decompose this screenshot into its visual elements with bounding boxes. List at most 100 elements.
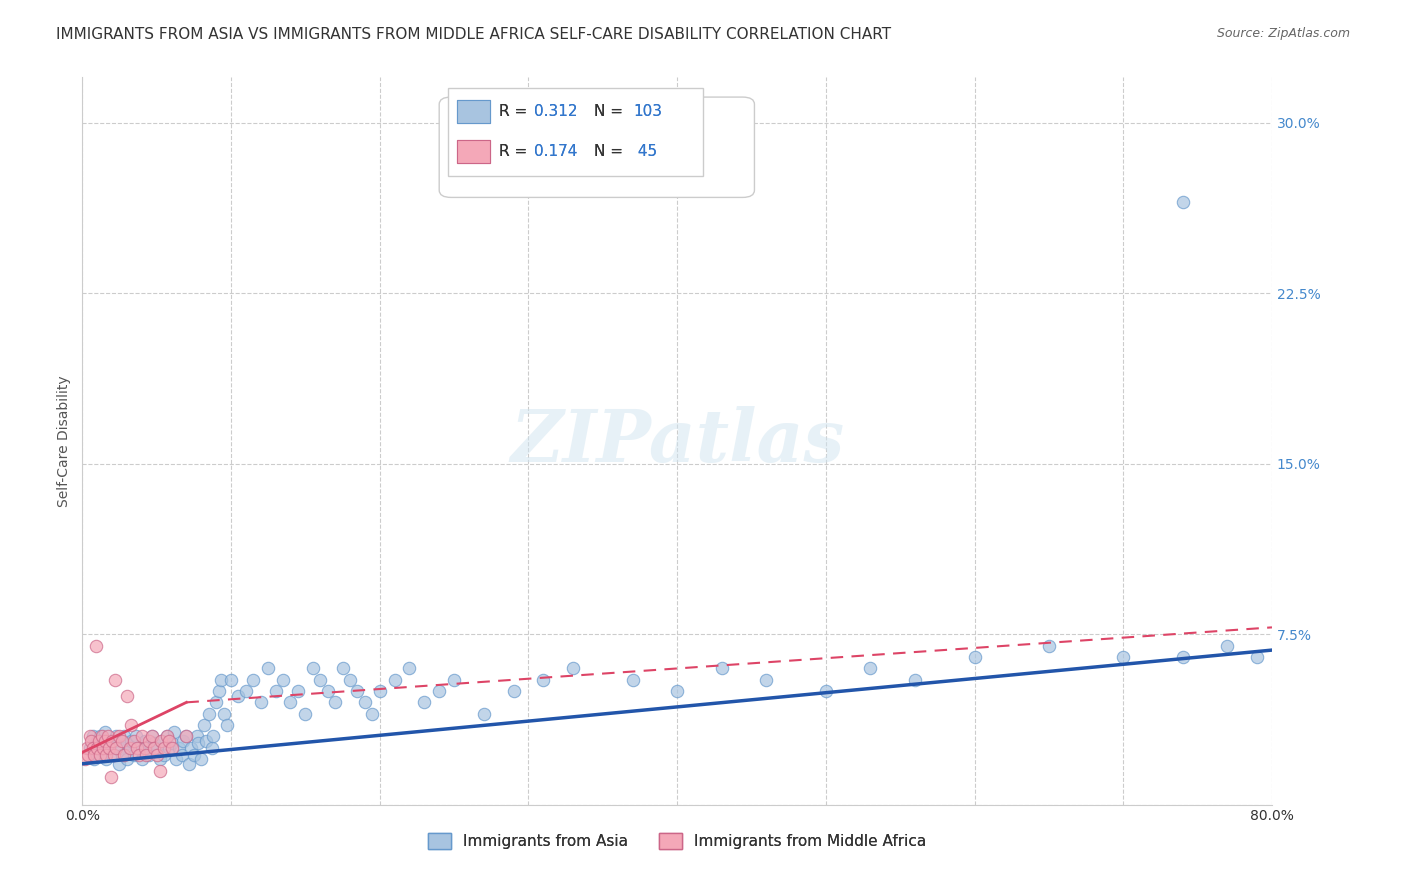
Point xyxy=(118,740,141,755)
Point xyxy=(142,736,165,750)
Point xyxy=(176,730,198,744)
Point xyxy=(398,661,420,675)
Point xyxy=(80,734,103,748)
Point xyxy=(86,734,108,748)
Point xyxy=(814,684,837,698)
Point xyxy=(100,770,122,784)
Point xyxy=(194,734,217,748)
Point xyxy=(108,740,131,755)
Point xyxy=(235,684,257,698)
Point xyxy=(87,734,110,748)
FancyBboxPatch shape xyxy=(457,140,491,163)
Point xyxy=(149,752,172,766)
Point xyxy=(1038,639,1060,653)
Point xyxy=(156,730,179,744)
Point xyxy=(904,673,927,687)
Point xyxy=(176,730,198,744)
Point xyxy=(86,747,108,762)
Point xyxy=(160,736,183,750)
Point xyxy=(163,725,186,739)
Point xyxy=(115,689,138,703)
Point xyxy=(90,730,112,744)
Point xyxy=(83,752,105,766)
Point xyxy=(242,673,264,687)
Point xyxy=(301,661,323,675)
Point xyxy=(666,684,689,698)
Point xyxy=(128,740,150,755)
Point xyxy=(271,673,294,687)
Point xyxy=(562,661,585,675)
Point xyxy=(332,661,354,675)
Point xyxy=(710,661,733,675)
Point xyxy=(157,734,180,748)
Text: 0.174: 0.174 xyxy=(534,145,578,159)
Point xyxy=(531,673,554,687)
Point xyxy=(280,695,302,709)
Point xyxy=(1171,195,1194,210)
Point xyxy=(1112,649,1135,664)
FancyBboxPatch shape xyxy=(439,97,755,197)
Text: N =: N = xyxy=(593,145,627,159)
Point xyxy=(94,747,117,762)
Point xyxy=(104,734,127,748)
Point xyxy=(294,706,316,721)
Point xyxy=(93,736,115,750)
Point xyxy=(339,673,361,687)
Point xyxy=(205,695,228,709)
Point xyxy=(141,730,163,744)
Point xyxy=(131,752,153,766)
Point xyxy=(190,752,212,766)
Point xyxy=(82,740,104,755)
Point xyxy=(105,730,128,744)
Point xyxy=(309,673,332,687)
Point xyxy=(361,706,384,721)
Point xyxy=(120,718,142,732)
Point xyxy=(202,730,225,744)
Text: R =: R = xyxy=(499,104,531,120)
Text: 103: 103 xyxy=(633,104,662,120)
Point xyxy=(141,730,163,744)
Text: 45: 45 xyxy=(633,145,657,159)
Text: Source: ZipAtlas.com: Source: ZipAtlas.com xyxy=(1216,27,1350,40)
Point xyxy=(1171,649,1194,664)
Text: R =: R = xyxy=(499,145,531,159)
Point xyxy=(1246,649,1268,664)
Point xyxy=(197,706,219,721)
Point xyxy=(124,734,146,748)
Point xyxy=(84,639,107,653)
Point xyxy=(118,740,141,755)
Point xyxy=(153,747,176,762)
Point xyxy=(134,734,156,748)
Point xyxy=(97,730,120,744)
Text: N =: N = xyxy=(593,104,627,120)
Y-axis label: Self-Care Disability: Self-Care Disability xyxy=(58,376,72,507)
Point xyxy=(124,747,146,762)
Point xyxy=(249,695,271,709)
Text: 0.312: 0.312 xyxy=(534,104,578,120)
Point xyxy=(103,747,125,762)
Point xyxy=(160,740,183,755)
Point xyxy=(135,740,157,755)
Text: N =: N = xyxy=(593,145,627,159)
Text: 0.312: 0.312 xyxy=(534,104,578,120)
Point xyxy=(91,740,114,755)
Point xyxy=(443,673,465,687)
Point xyxy=(115,736,138,750)
Point xyxy=(180,740,202,755)
Point xyxy=(316,684,339,698)
Point xyxy=(963,649,986,664)
FancyBboxPatch shape xyxy=(457,140,491,163)
Point xyxy=(179,756,201,771)
Point xyxy=(104,673,127,687)
Point xyxy=(193,718,215,732)
Point xyxy=(323,695,346,709)
Point xyxy=(108,756,131,771)
Point xyxy=(157,740,180,755)
Point xyxy=(346,684,368,698)
Point xyxy=(209,673,232,687)
Point xyxy=(859,661,882,675)
Point xyxy=(105,740,128,755)
Point xyxy=(79,730,101,744)
Point xyxy=(167,740,190,755)
Point xyxy=(77,747,100,762)
